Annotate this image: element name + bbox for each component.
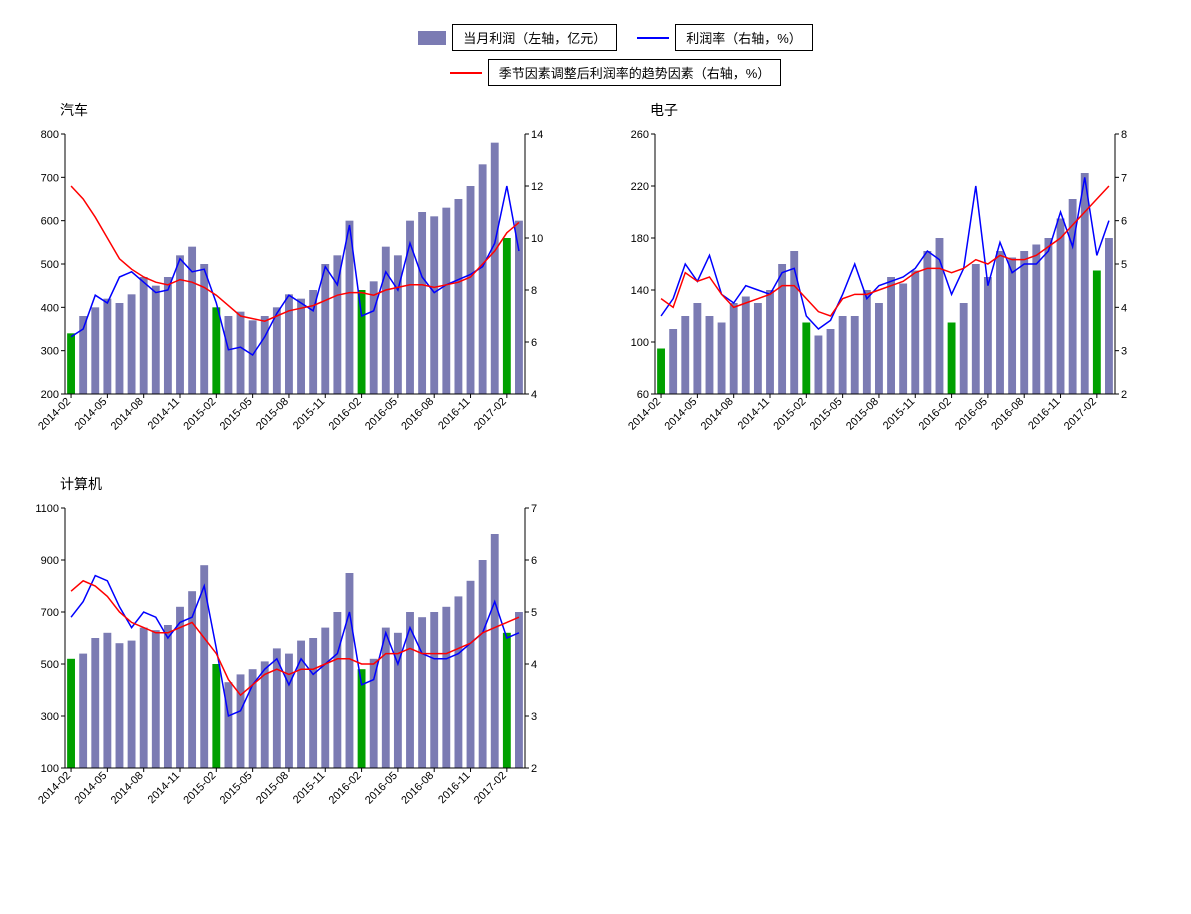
svg-text:2014-08: 2014-08 bbox=[109, 396, 146, 433]
svg-text:2: 2 bbox=[1121, 389, 1127, 401]
legend-swatch-bar bbox=[418, 31, 446, 45]
svg-text:200: 200 bbox=[41, 389, 59, 401]
svg-text:8: 8 bbox=[1121, 129, 1127, 141]
svg-text:5: 5 bbox=[531, 607, 537, 619]
svg-text:2015-02: 2015-02 bbox=[181, 770, 218, 807]
svg-text:8: 8 bbox=[531, 285, 537, 297]
legend-item-bar: 当月利润（左轴，亿元） bbox=[418, 24, 617, 51]
chart-svg-1: 6010014018022026023456782014-022014-0520… bbox=[610, 124, 1160, 454]
svg-text:140: 140 bbox=[631, 285, 649, 297]
svg-text:2017-02: 2017-02 bbox=[1062, 396, 1099, 433]
svg-text:2015-02: 2015-02 bbox=[181, 396, 218, 433]
svg-text:2014-11: 2014-11 bbox=[146, 396, 182, 432]
svg-text:2015-08: 2015-08 bbox=[844, 396, 881, 433]
svg-text:6: 6 bbox=[531, 337, 537, 349]
svg-text:500: 500 bbox=[41, 259, 59, 271]
legend-row-1: 当月利润（左轴，亿元） 利润率（右轴，%） bbox=[266, 20, 966, 55]
svg-text:500: 500 bbox=[41, 659, 59, 671]
svg-text:400: 400 bbox=[41, 302, 59, 314]
svg-text:7: 7 bbox=[1121, 172, 1127, 184]
svg-text:700: 700 bbox=[41, 607, 59, 619]
svg-text:100: 100 bbox=[631, 337, 649, 349]
svg-text:800: 800 bbox=[41, 129, 59, 141]
svg-text:260: 260 bbox=[631, 129, 649, 141]
svg-text:2016-11: 2016-11 bbox=[436, 770, 472, 806]
svg-text:2014-05: 2014-05 bbox=[72, 770, 109, 807]
svg-text:2015-02: 2015-02 bbox=[771, 396, 808, 433]
chart-title-0: 汽车 bbox=[20, 100, 570, 120]
svg-text:5: 5 bbox=[1121, 259, 1127, 271]
svg-text:3: 3 bbox=[1121, 346, 1127, 358]
svg-text:2015-11: 2015-11 bbox=[881, 396, 917, 432]
svg-text:2014-02: 2014-02 bbox=[36, 770, 73, 807]
svg-text:700: 700 bbox=[41, 172, 59, 184]
chart-title-1: 电子 bbox=[610, 100, 1160, 120]
legend-item-line2: 季节因素调整后利润率的趋势因素（右轴，%） bbox=[450, 59, 782, 86]
chart-title-2: 计算机 bbox=[20, 474, 570, 494]
svg-text:2016-05: 2016-05 bbox=[953, 396, 990, 433]
svg-text:2014-11: 2014-11 bbox=[736, 396, 772, 432]
svg-text:2014-02: 2014-02 bbox=[36, 396, 73, 433]
svg-text:1100: 1100 bbox=[35, 503, 59, 515]
svg-text:2: 2 bbox=[531, 763, 537, 775]
svg-text:4: 4 bbox=[531, 389, 537, 401]
svg-text:2016-05: 2016-05 bbox=[363, 770, 400, 807]
svg-text:2015-05: 2015-05 bbox=[808, 396, 845, 433]
chart-cell-2: 计算机 10030050070090011002345672014-022014… bbox=[20, 474, 570, 828]
svg-text:220: 220 bbox=[631, 181, 649, 193]
svg-text:2015-08: 2015-08 bbox=[254, 396, 291, 433]
svg-text:600: 600 bbox=[41, 216, 59, 228]
svg-text:2016-08: 2016-08 bbox=[399, 396, 436, 433]
svg-text:6: 6 bbox=[531, 555, 537, 567]
chart-svg-0: 2003004005006007008004681012142014-02201… bbox=[20, 124, 570, 454]
svg-text:180: 180 bbox=[631, 233, 649, 245]
svg-text:2017-02: 2017-02 bbox=[472, 770, 509, 807]
svg-text:2016-02: 2016-02 bbox=[327, 770, 364, 807]
svg-text:12: 12 bbox=[531, 181, 543, 193]
svg-text:2014-05: 2014-05 bbox=[72, 396, 109, 433]
svg-text:2016-02: 2016-02 bbox=[917, 396, 954, 433]
charts-grid: 汽车 200 300 400 500 600 700 800 4 6 8 10 12 14 2014-02… bbox=[20, 100, 1160, 828]
legend-swatch-line2 bbox=[450, 72, 482, 74]
chart-svg-2: 10030050070090011002345672014-022014-052… bbox=[20, 498, 570, 828]
svg-text:2014-08: 2014-08 bbox=[109, 770, 146, 807]
svg-text:2014-05: 2014-05 bbox=[662, 396, 699, 433]
svg-text:2015-05: 2015-05 bbox=[218, 770, 255, 807]
svg-text:300: 300 bbox=[41, 711, 59, 723]
legend: 当月利润（左轴，亿元） 利润率（右轴，%） 季节因素调整后利润率的趋势因素（右轴… bbox=[266, 20, 966, 90]
legend-swatch-line1 bbox=[637, 37, 669, 39]
legend-line2-label: 季节因素调整后利润率的趋势因素（右轴，%） bbox=[488, 59, 782, 86]
svg-text:3: 3 bbox=[531, 711, 537, 723]
svg-text:4: 4 bbox=[531, 659, 537, 671]
svg-text:900: 900 bbox=[41, 555, 59, 567]
svg-text:14: 14 bbox=[531, 129, 543, 141]
svg-text:2016-11: 2016-11 bbox=[1026, 396, 1062, 432]
chart-cell-0: 汽车 200 300 400 500 600 700 800 4 6 8 10 12 14 2014-02… bbox=[20, 100, 570, 454]
svg-text:2015-11: 2015-11 bbox=[291, 396, 327, 432]
svg-text:4: 4 bbox=[1121, 302, 1127, 314]
svg-text:2014-08: 2014-08 bbox=[699, 396, 736, 433]
legend-item-line1: 利润率（右轴，%） bbox=[637, 24, 813, 51]
svg-text:2016-11: 2016-11 bbox=[436, 396, 472, 432]
svg-text:2016-08: 2016-08 bbox=[989, 396, 1026, 433]
legend-bar-label: 当月利润（左轴，亿元） bbox=[452, 24, 617, 51]
svg-text:2014-02: 2014-02 bbox=[626, 396, 663, 433]
svg-text:100: 100 bbox=[41, 763, 59, 775]
svg-text:2016-08: 2016-08 bbox=[399, 770, 436, 807]
svg-text:10: 10 bbox=[531, 233, 543, 245]
svg-text:2016-05: 2016-05 bbox=[363, 396, 400, 433]
legend-line1-label: 利润率（右轴，%） bbox=[675, 24, 813, 51]
svg-text:300: 300 bbox=[41, 346, 59, 358]
svg-text:2015-05: 2015-05 bbox=[218, 396, 255, 433]
svg-text:2015-11: 2015-11 bbox=[291, 770, 327, 806]
svg-text:6: 6 bbox=[1121, 216, 1127, 228]
svg-text:7: 7 bbox=[531, 503, 537, 515]
svg-text:2016-02: 2016-02 bbox=[327, 396, 364, 433]
svg-text:60: 60 bbox=[637, 389, 649, 401]
legend-row-2: 季节因素调整后利润率的趋势因素（右轴，%） bbox=[266, 55, 966, 90]
svg-text:2015-08: 2015-08 bbox=[254, 770, 291, 807]
svg-text:2014-11: 2014-11 bbox=[146, 770, 182, 806]
chart-cell-1: 电子 6010014018022026023456782014-022014-0… bbox=[610, 100, 1160, 454]
svg-text:2017-02: 2017-02 bbox=[472, 396, 509, 433]
